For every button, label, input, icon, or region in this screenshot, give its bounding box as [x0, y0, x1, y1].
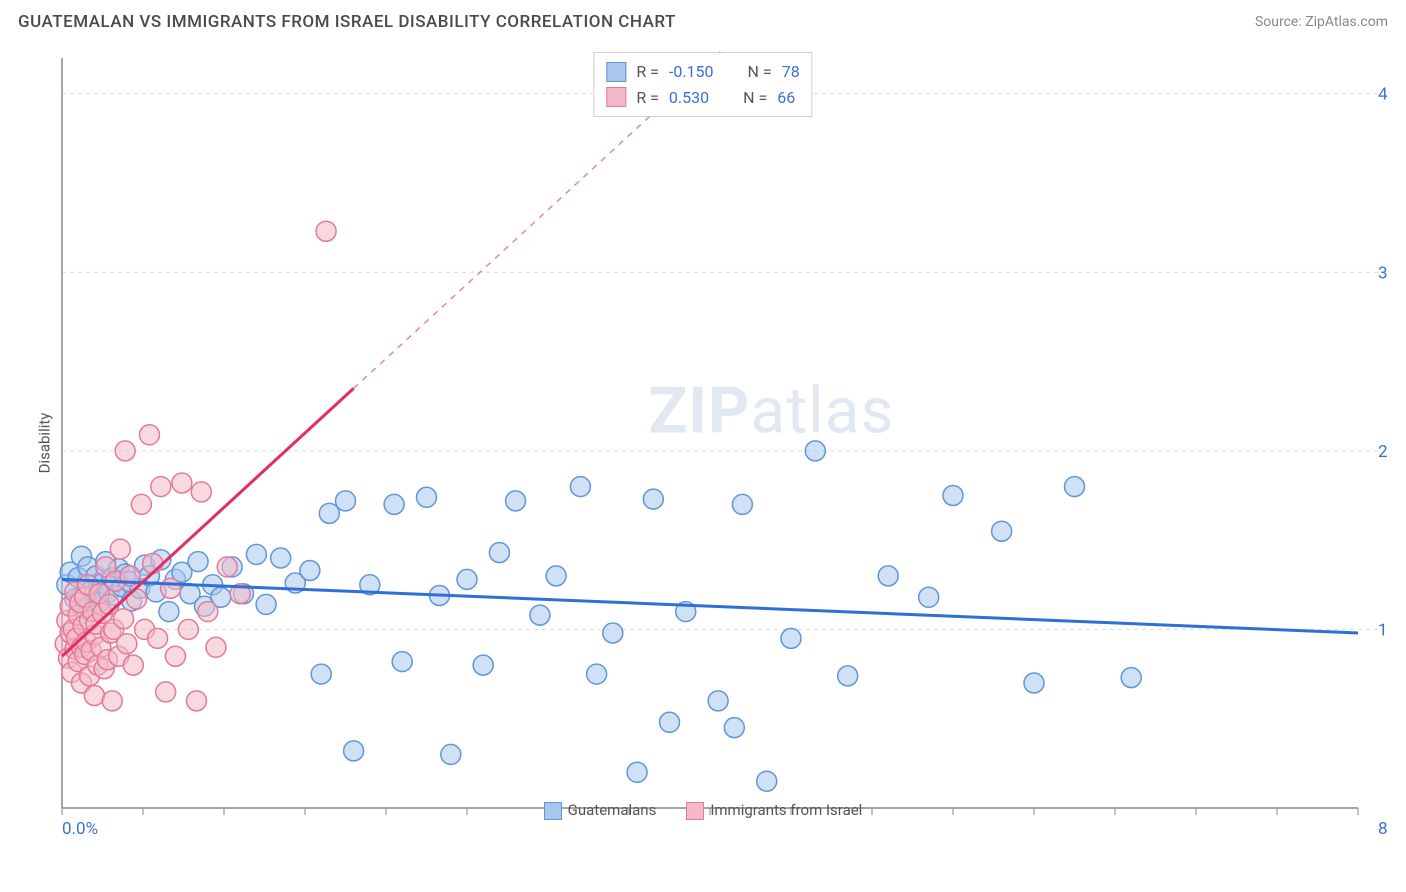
chart-area: Disability 10.0% 20.0% 30.0% 40.0% 0.0% 80.0%… — [18, 48, 1388, 838]
source-label: Source: ZipAtlas.com — [1255, 14, 1388, 30]
y-axis-label: Disability — [35, 413, 53, 474]
scatter-chart: 10.0% 20.0% 30.0% 40.0% 0.0% 80.0% — [18, 48, 1388, 838]
series-legend: Guatemalans Immigrants from Israel — [18, 801, 1388, 820]
legend-item: Immigrants from Israel — [686, 801, 862, 820]
svg-text:80.0%: 80.0% — [1378, 819, 1388, 838]
svg-text:0.0%: 0.0% — [62, 819, 98, 838]
legend-item: Guatemalans — [544, 801, 657, 820]
svg-text:10.0%: 10.0% — [1378, 620, 1388, 640]
svg-text:20.0%: 20.0% — [1378, 442, 1388, 462]
svg-text:40.0%: 40.0% — [1378, 85, 1388, 105]
stats-legend: R = -0.150N = 78R = 0.530N = 66 — [593, 52, 812, 117]
stats-legend-row: R = -0.150N = 78 — [606, 59, 799, 85]
svg-text:30.0%: 30.0% — [1378, 263, 1388, 283]
chart-title: GUATEMALAN VS IMMIGRANTS FROM ISRAEL DIS… — [18, 12, 676, 32]
stats-legend-row: R = 0.530N = 66 — [606, 85, 799, 111]
